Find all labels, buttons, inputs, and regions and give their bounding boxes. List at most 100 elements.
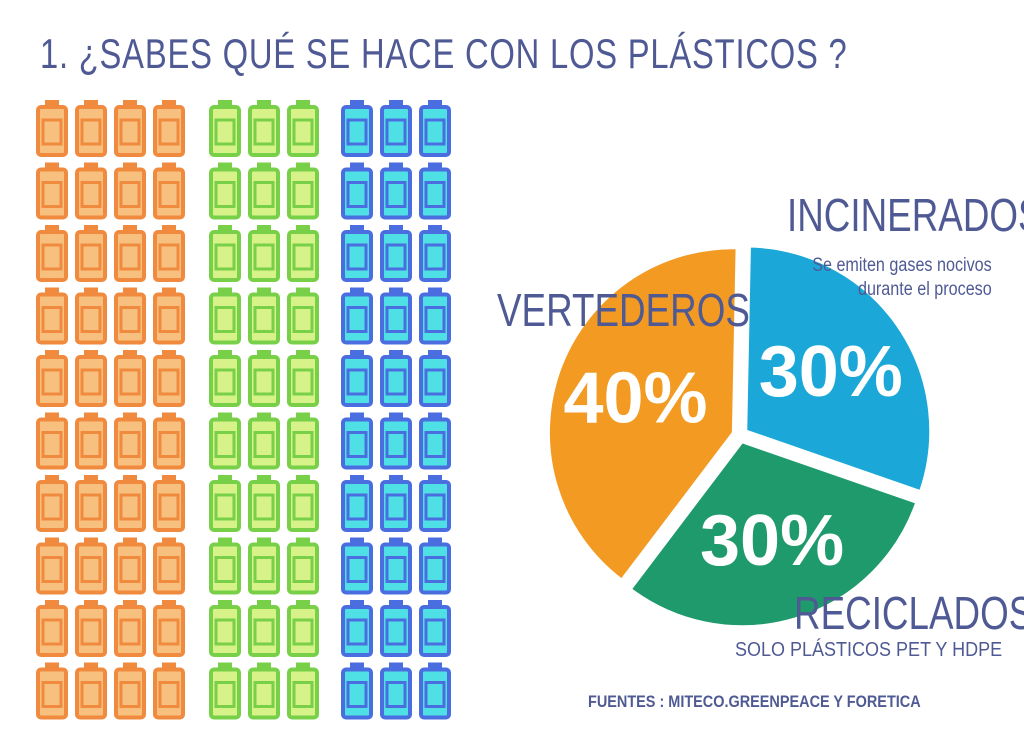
- bottle-icon-reciclados: [287, 412, 319, 470]
- bottle-icon-reciclados: [248, 225, 280, 282]
- bottle-icon-vertederos: [153, 412, 185, 470]
- bottle-icon-reciclados: [248, 100, 280, 157]
- bottle-icon-vertederos: [36, 162, 68, 220]
- bottle-icon-vertederos: [114, 225, 146, 282]
- bottle-icon-reciclados: [209, 225, 241, 282]
- bottle-icon-vertederos: [75, 350, 107, 407]
- bottle-icon-reciclados: [287, 662, 319, 720]
- note-incinerados-line2: durante el proceso: [857, 279, 992, 300]
- bottle-icon-vertederos: [114, 475, 146, 532]
- bottle-icon-reciclados: [287, 287, 319, 345]
- bottle-icon-reciclados: [248, 350, 280, 407]
- bottle-icon-reciclados: [248, 475, 280, 532]
- bottle-icon-incinerados: [341, 225, 373, 282]
- bottle-icon-reciclados: [209, 662, 241, 720]
- bottle-icon-reciclados: [287, 537, 319, 595]
- bottle-icon-incinerados: [380, 537, 412, 595]
- bottle-icon-incinerados: [341, 287, 373, 345]
- bottle-icon-reciclados: [287, 100, 319, 157]
- bottle-icon-reciclados: [287, 600, 319, 657]
- bottle-icon-incinerados: [380, 475, 412, 532]
- bottle-icon-vertederos: [114, 662, 146, 720]
- bottle-icon-reciclados: [287, 350, 319, 407]
- bottle-icon-vertederos: [75, 287, 107, 345]
- bottle-icon-vertederos: [36, 537, 68, 595]
- label-incinerados: INCINERADOS: [787, 189, 1024, 241]
- bottle-icon-vertederos: [75, 225, 107, 282]
- source-note: FUENTES : MITECO.GREENPEACE Y FORETICA: [588, 692, 921, 711]
- bottle-icon-vertederos: [36, 225, 68, 282]
- bottle-icon-reciclados: [287, 475, 319, 532]
- bottle-icon-incinerados: [380, 162, 412, 220]
- bottle-icon-incinerados: [419, 287, 451, 345]
- pie-slice-reciclados: [628, 439, 919, 629]
- bottle-icon-reciclados: [248, 662, 280, 720]
- bottle-icon-vertederos: [153, 537, 185, 595]
- bottle-icon-vertederos: [114, 537, 146, 595]
- bottle-icon-incinerados: [341, 475, 373, 532]
- pie-slice-incinerados: [744, 244, 933, 494]
- bottle-icon-vertederos: [36, 475, 68, 532]
- bottle-icon-incinerados: [341, 350, 373, 407]
- bottle-icon-incinerados: [380, 600, 412, 657]
- bottle-icon-incinerados: [419, 412, 451, 470]
- bottle-icon-vertederos: [75, 662, 107, 720]
- bottle-icon-reciclados: [248, 412, 280, 470]
- bottle-icon-reciclados: [248, 600, 280, 657]
- bottle-icon-incinerados: [380, 100, 412, 157]
- bottle-icon-vertederos: [36, 662, 68, 720]
- bottle-icon-incinerados: [419, 162, 451, 220]
- bottle-icon-incinerados: [419, 475, 451, 532]
- bottle-icon-vertederos: [75, 162, 107, 220]
- bottle-icon-vertederos: [153, 100, 185, 157]
- bottle-icon-incinerados: [341, 662, 373, 720]
- bottle-icon-reciclados: [209, 287, 241, 345]
- bottle-icon-incinerados: [419, 537, 451, 595]
- bottle-icon-reciclados: [209, 100, 241, 157]
- bottle-icon-vertederos: [36, 287, 68, 345]
- bottle-icon-incinerados: [380, 350, 412, 407]
- bottle-icon-vertederos: [153, 475, 185, 532]
- bottle-icon-vertederos: [75, 100, 107, 157]
- bottle-icon-incinerados: [341, 412, 373, 470]
- bottle-icon-reciclados: [209, 350, 241, 407]
- bottle-icon-incinerados: [341, 162, 373, 220]
- bottle-icon-vertederos: [36, 412, 68, 470]
- bottle-icon-vertederos: [114, 287, 146, 345]
- bottle-icon-incinerados: [341, 537, 373, 595]
- bottle-icon-reciclados: [287, 225, 319, 282]
- bottle-icon-incinerados: [380, 287, 412, 345]
- bottle-icon-vertederos: [114, 350, 146, 407]
- page-title: 1. ¿SABES QUÉ SE HACE CON LOS PLÁSTICOS …: [40, 30, 848, 77]
- bottle-icon-vertederos: [114, 600, 146, 657]
- bottle-icon-reciclados: [209, 475, 241, 532]
- bottle-icon-incinerados: [341, 100, 373, 157]
- bottle-icon-vertederos: [114, 412, 146, 470]
- bottle-icon-incinerados: [419, 225, 451, 282]
- bottle-icon-reciclados: [209, 412, 241, 470]
- bottle-icon-incinerados: [380, 662, 412, 720]
- bottle-icon-incinerados: [380, 225, 412, 282]
- note-reciclados: SOLO PLÁSTICOS PET Y HDPE: [735, 639, 1003, 661]
- bottle-icon-reciclados: [248, 162, 280, 220]
- label-vertederos: VERTEDEROS: [497, 284, 750, 336]
- bottle-icon-vertederos: [75, 600, 107, 657]
- bottle-icon-incinerados: [419, 100, 451, 157]
- bottle-icon-incinerados: [341, 600, 373, 657]
- bottle-icon-vertederos: [36, 600, 68, 657]
- note-incinerados-line1: Se emiten gases nocivos: [812, 255, 992, 276]
- bottle-icon-vertederos: [153, 662, 185, 720]
- bottle-icon-incinerados: [419, 600, 451, 657]
- bottle-icon-vertederos: [114, 162, 146, 220]
- bottle-icon-reciclados: [209, 537, 241, 595]
- label-reciclados: RECICLADOS: [794, 587, 1024, 639]
- bottle-icon-reciclados: [209, 600, 241, 657]
- bottle-icon-vertederos: [36, 100, 68, 157]
- bottle-pictogram-grid: [36, 100, 451, 720]
- bottle-icon-vertederos: [153, 225, 185, 282]
- bottle-icon-vertederos: [75, 475, 107, 532]
- pie-label-reciclados: 30%: [700, 501, 844, 581]
- bottle-icon-incinerados: [380, 412, 412, 470]
- bottle-icon-vertederos: [153, 162, 185, 220]
- bottle-icon-vertederos: [75, 412, 107, 470]
